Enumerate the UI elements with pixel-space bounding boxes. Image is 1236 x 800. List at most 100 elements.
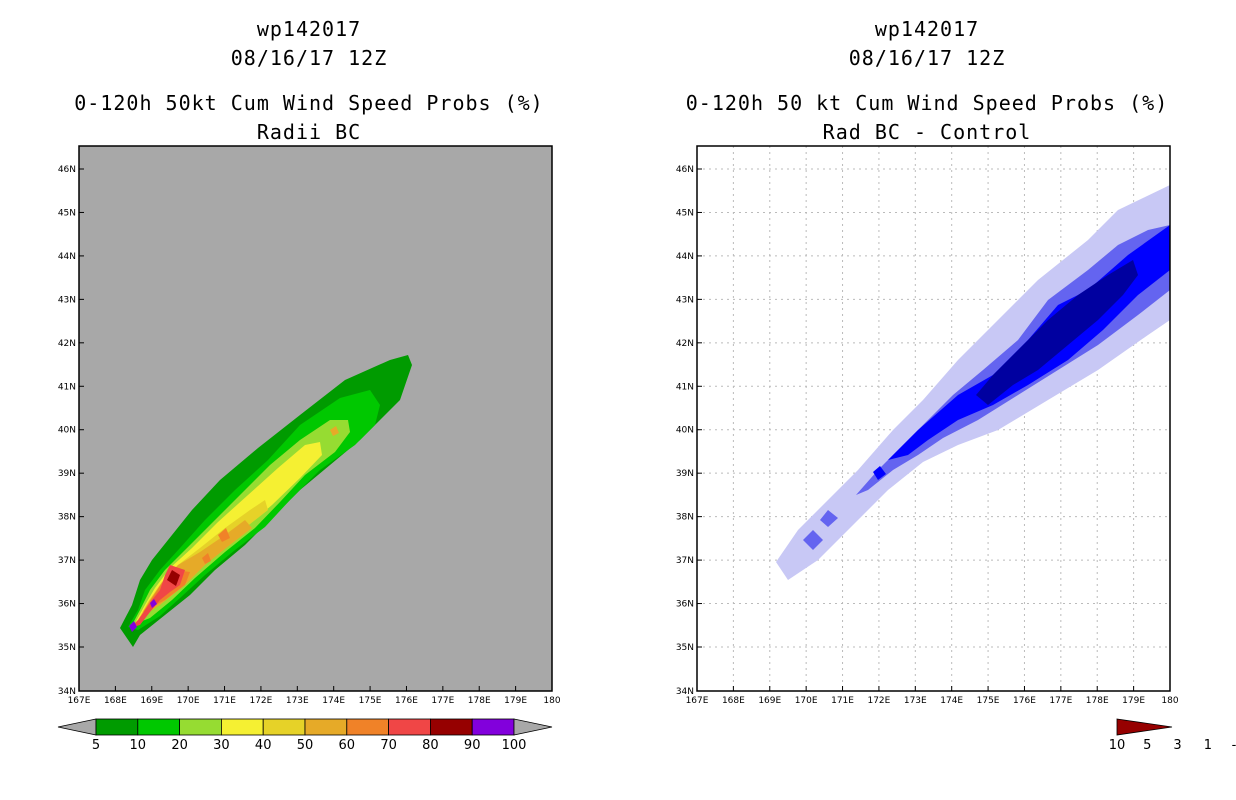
left-lon-label: 173E — [286, 696, 309, 706]
diff-minus10 — [976, 260, 1138, 405]
right-grid — [697, 146, 1170, 691]
right-title-product: 0-120h 50 kt Cum Wind Speed Probs (%) — [685, 91, 1169, 115]
right-lat-label: 43N — [676, 295, 694, 305]
contour-80 — [167, 570, 180, 586]
right-lat-axis: 46N 45N 44N 43N 42N 41N 40N 39N 38N 37N 36N 35N 34N — [676, 165, 702, 697]
left-lat-label: 34N — [58, 687, 76, 697]
right-title-date: 08/16/17 12Z — [848, 46, 1006, 70]
right-lon-label: 175E — [977, 696, 1000, 706]
left-lon-label: 180 — [543, 696, 560, 706]
contour-90-a — [129, 621, 137, 632]
right-colorbar-label: -1 — [1232, 738, 1236, 753]
right-colorbar-label: 1 — [1204, 738, 1212, 753]
left-lon-label: 177E — [431, 696, 454, 706]
right-lon-label: 172E — [867, 696, 890, 706]
right-panel: wp142017 08/16/17 12Z 0-120h 50 kt Cum W… — [618, 0, 1236, 800]
left-lat-label: 46N — [58, 165, 76, 175]
right-lat-label: 34N — [676, 687, 694, 697]
right-lon-label: 177E — [1049, 696, 1072, 706]
right-colorbar-label: 10 — [1109, 738, 1126, 753]
right-lat-label: 39N — [676, 469, 694, 479]
left-lat-label: 35N — [58, 643, 76, 653]
left-lon-label: 175E — [359, 696, 382, 706]
right-difference-contours — [776, 185, 1170, 580]
right-colorbar-label: 5 — [1143, 738, 1151, 753]
left-colorbar-swatch — [471, 718, 515, 736]
right-map-frame — [696, 145, 1171, 692]
right-lon-label: 179E — [1122, 696, 1145, 706]
contour-60-b — [218, 528, 230, 542]
contour-50-b — [330, 426, 339, 436]
diff-minus3-b — [803, 530, 823, 550]
left-colorbar-label: 5 — [92, 738, 100, 753]
right-lon-label: 180 — [1161, 696, 1178, 706]
left-colorbar-label: 70 — [380, 738, 397, 753]
right-colorbar-arrow-high — [1116, 718, 1173, 736]
left-colorbar-swatch — [262, 718, 306, 736]
left-colorbar-arrow-high — [513, 718, 553, 736]
left-colorbar: 5 10 20 30 40 50 60 70 80 90 100 — [57, 718, 553, 753]
left-map-frame — [78, 145, 553, 692]
left-title-product: 0-120h 50kt Cum Wind Speed Probs (%) — [74, 91, 544, 115]
right-lon-label: 170E — [795, 696, 818, 706]
right-lat-label: 41N — [676, 382, 694, 392]
left-lat-label: 38N — [58, 513, 76, 523]
left-lon-label: 172E — [249, 696, 272, 706]
left-lat-label: 42N — [58, 339, 76, 349]
left-lon-label: 168E — [104, 696, 127, 706]
right-lon-label: 178E — [1086, 696, 1109, 706]
right-lon-label: 174E — [940, 696, 963, 706]
right-lat-label: 44N — [676, 252, 694, 262]
left-lon-label: 167E — [68, 696, 91, 706]
left-colorbar-label: 60 — [339, 738, 356, 753]
left-colorbar-label: 30 — [213, 738, 230, 753]
left-lat-label: 45N — [58, 208, 76, 218]
left-lon-label: 178E — [468, 696, 491, 706]
right-colorbar: -10-5-3-113510 — [1109, 718, 1236, 753]
right-lat-label: 36N — [676, 600, 694, 610]
right-lon-label: 167E — [686, 696, 709, 706]
left-lon-label: 174E — [322, 696, 345, 706]
left-lon-label: 179E — [504, 696, 527, 706]
left-colorbar-swatch — [220, 718, 264, 736]
right-title-storm: wp142017 — [874, 17, 980, 41]
left-map: 46N45N44N43N42N41N40N39N38N37N36N35N34N … — [57, 145, 561, 753]
left-probability-contours — [120, 355, 412, 647]
right-title-subtitle: Rad BC - Control — [822, 120, 1032, 144]
left-colorbar-swatch — [95, 718, 139, 736]
right-lon-label: 173E — [904, 696, 927, 706]
left-lat-label: 41N — [58, 382, 76, 392]
left-colorbar-label: 100 — [502, 738, 527, 753]
left-lat-label: 37N — [58, 556, 76, 566]
left-title-subtitle: Radii BC — [256, 120, 362, 144]
right-lat-label: 42N — [676, 339, 694, 349]
right-lon-label: 168E — [722, 696, 745, 706]
right-lon-label: 176E — [1013, 696, 1036, 706]
right-lat-label: 38N — [676, 513, 694, 523]
right-lat-label: 46N — [676, 165, 694, 175]
right-colorbar-label: 3 — [1173, 738, 1181, 753]
right-lon-axis: 167E 168E 169E 170E 171E 172E 173E 174E 175E 176E… — [686, 686, 1179, 706]
left-colorbar-swatch — [137, 718, 181, 736]
left-lat-label: 40N — [58, 426, 76, 436]
right-lat-label: 45N — [676, 208, 694, 218]
contour-60-c — [202, 553, 211, 564]
left-lon-axis: 167E 168E 169E 170E 171E 172E 173E 174E 175E 176E… — [68, 686, 561, 706]
left-lat-axis: 46N 45N 44N 43N 42N 41N 40N 39N 38N 37N 36N 35N 34N — [58, 165, 84, 697]
left-lat-label: 39N — [58, 469, 76, 479]
diff-minus3-c — [820, 510, 838, 527]
left-colorbar-swatch — [346, 718, 389, 736]
left-lon-label: 171E — [213, 696, 236, 706]
left-panel: wp142017 08/16/17 12Z 0-120h 50kt Cum Wi… — [57, 17, 561, 753]
left-colorbar-label: 10 — [130, 738, 147, 753]
left-lat-label: 43N — [58, 295, 76, 305]
left-title-storm: wp142017 — [256, 17, 362, 41]
right-map: 46N45N44N43N42N41N40N39N38N37N36N35N34N … — [676, 145, 1236, 753]
left-colorbar-swatch — [179, 718, 222, 736]
right-lon-label: 171E — [831, 696, 854, 706]
contour-90-b — [150, 599, 157, 608]
left-colorbar-label: 50 — [297, 738, 314, 753]
left-colorbar-arrow-low — [57, 718, 97, 736]
left-lat-label: 36N — [58, 600, 76, 610]
left-colorbar-label: 20 — [171, 738, 188, 753]
